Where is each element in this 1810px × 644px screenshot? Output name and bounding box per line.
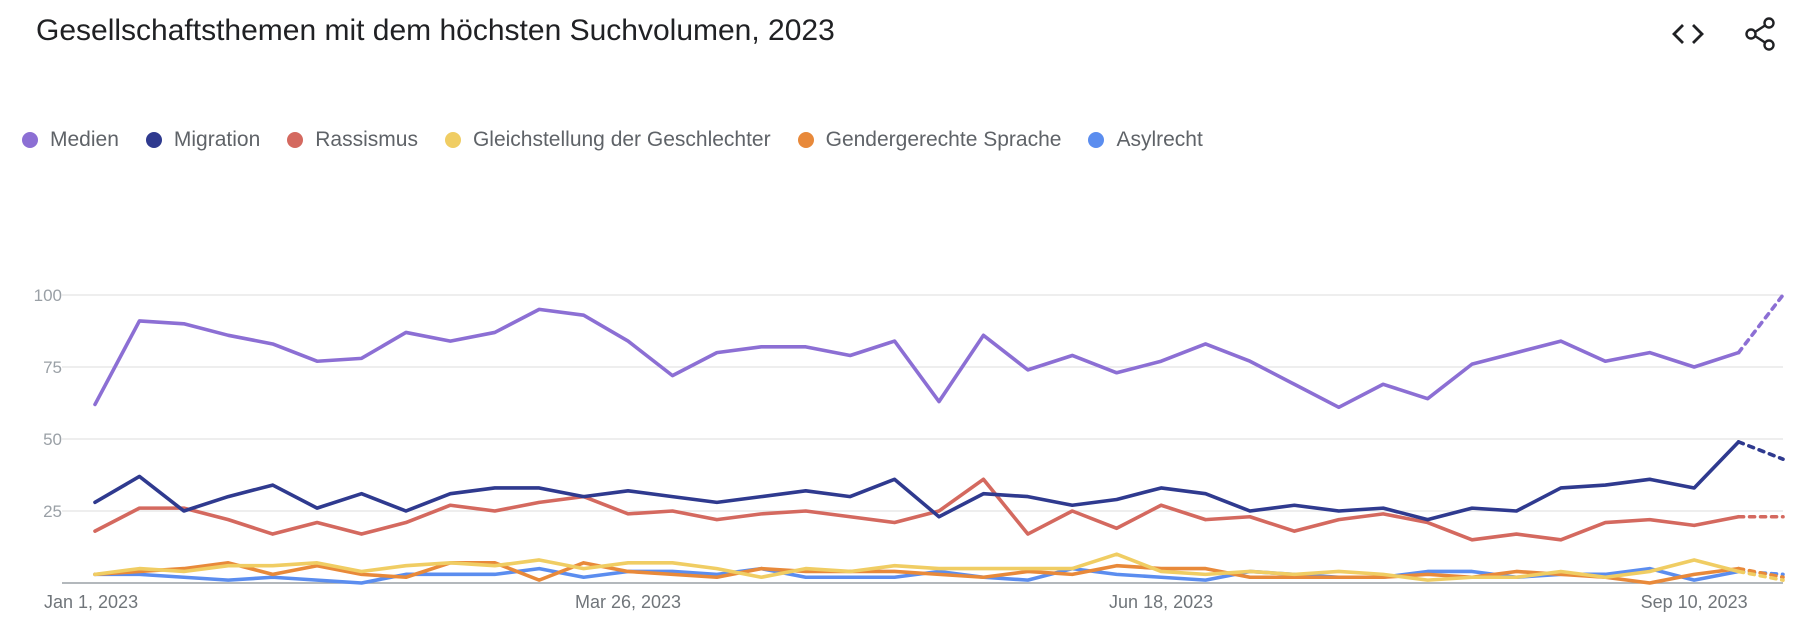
x-tick-label: Sep 10, 2023: [1641, 592, 1748, 612]
legend-dot: [444, 132, 461, 148]
legend-dot: [22, 132, 38, 148]
y-tick-label: 25: [43, 502, 62, 521]
chart-toolbar: [1668, 14, 1780, 54]
code-icon: [1672, 24, 1704, 44]
legend-item[interactable]: Asylrecht: [1088, 128, 1203, 152]
series-line-1: [93, 440, 1741, 522]
legend-dot: [797, 132, 814, 148]
series-line-3: [93, 552, 1741, 582]
legend-label: Migration: [173, 128, 261, 151]
legend-item[interactable]: Migration: [145, 128, 261, 152]
series-line-2: [93, 477, 1741, 542]
y-tick-label: 100: [34, 286, 62, 305]
chart-legend: Medien Migration Rassismus Gleichstellung d…: [22, 128, 1230, 152]
legend-label: Rassismus: [315, 128, 418, 151]
legend-item[interactable]: Gendergerechte Sprache: [797, 128, 1062, 152]
legend-dot: [145, 132, 162, 148]
legend-item[interactable]: Medien: [22, 128, 119, 152]
legend-dot: [1088, 132, 1105, 148]
legend-label: Medien: [50, 128, 119, 151]
legend-label: Asylrecht: [1116, 128, 1203, 151]
x-tick-label: Jan 1, 2023: [44, 592, 138, 612]
legend-label: Gleichstellung der Geschlechter: [472, 128, 771, 151]
embed-button[interactable]: [1668, 14, 1708, 54]
series-line-partial-3: [1736, 569, 1785, 582]
series-line-0: [93, 307, 1741, 410]
series-line-partial-0: [1736, 293, 1785, 355]
series-line-partial-4: [1736, 566, 1785, 580]
x-tick-label: Jun 18, 2023: [1109, 592, 1213, 612]
legend-label: Gendergerechte Sprache: [825, 128, 1062, 151]
legend-item[interactable]: Rassismus: [287, 128, 418, 152]
legend-item[interactable]: Gleichstellung der Geschlechter: [444, 128, 771, 152]
legend-dot: [287, 132, 304, 148]
share-icon: [1745, 17, 1775, 51]
share-button[interactable]: [1740, 14, 1780, 54]
y-tick-label: 50: [43, 430, 62, 449]
series-line-partial-1: [1736, 440, 1785, 461]
chart-title: Gesellschaftsthemen mit dem höchsten Suc…: [36, 14, 835, 47]
y-tick-label: 75: [43, 358, 62, 377]
x-tick-label: Mar 26, 2023: [575, 592, 681, 612]
